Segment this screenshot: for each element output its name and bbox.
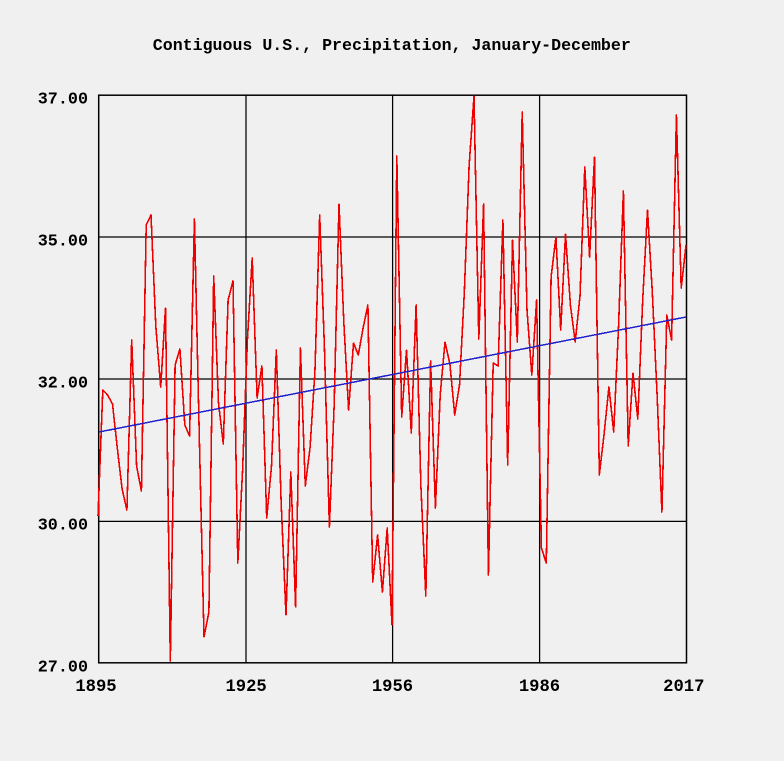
svg-text:35.00: 35.00 <box>38 232 88 251</box>
svg-text:37.00: 37.00 <box>38 90 88 109</box>
svg-text:1895: 1895 <box>75 678 116 697</box>
svg-text:1986: 1986 <box>519 678 560 697</box>
svg-text:Contiguous U.S., Precipitation: Contiguous U.S., Precipitation, January-… <box>153 36 631 55</box>
svg-text:1956: 1956 <box>372 678 413 697</box>
svg-text:2017: 2017 <box>663 678 704 697</box>
svg-text:27.00: 27.00 <box>38 658 88 677</box>
svg-text:32.00: 32.00 <box>38 374 88 393</box>
svg-text:1925: 1925 <box>225 678 266 697</box>
svg-text:30.00: 30.00 <box>38 516 88 535</box>
